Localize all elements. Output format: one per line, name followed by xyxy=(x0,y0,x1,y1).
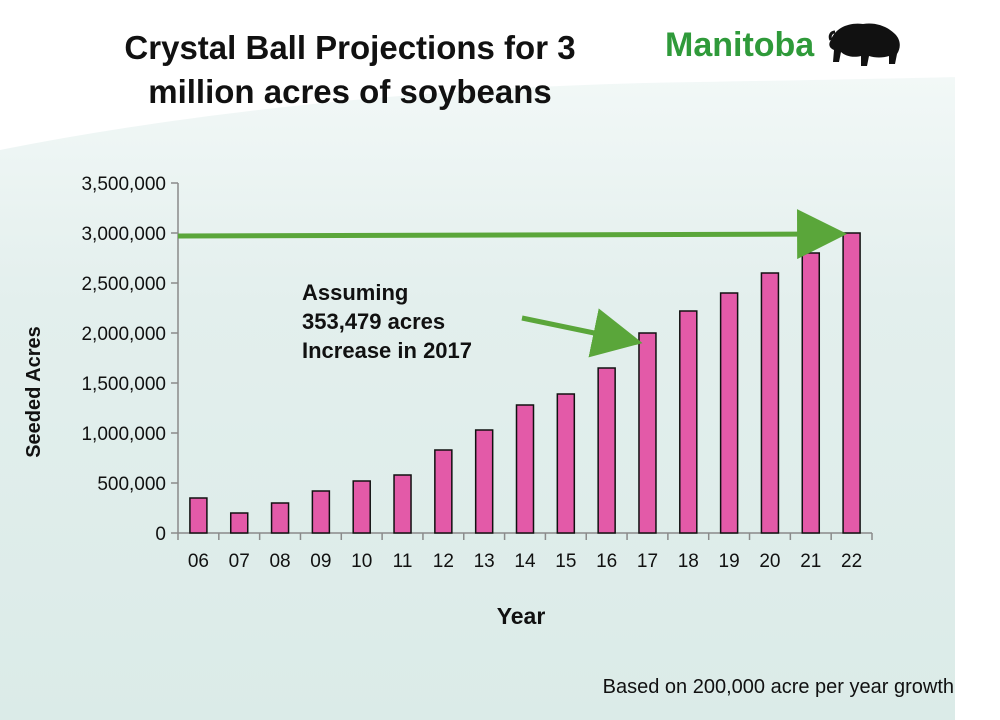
x-tick-label: 18 xyxy=(678,551,699,572)
y-tick-label: 2,000,000 xyxy=(81,324,166,345)
x-tick-label: 20 xyxy=(759,551,780,572)
target-arrow xyxy=(177,209,848,260)
bar-12 xyxy=(434,449,453,534)
x-tick-label: 07 xyxy=(229,551,250,572)
y-axis-title: Seeded Acres xyxy=(23,326,45,458)
y-tick-label: 1,500,000 xyxy=(81,374,166,395)
x-tick-label: 13 xyxy=(474,551,495,572)
x-axis-title: Year xyxy=(497,603,546,629)
bar-20 xyxy=(760,272,780,534)
bar-14 xyxy=(515,404,535,534)
footnote: Based on 200,000 acre per year growth xyxy=(602,676,954,698)
annotation-arrow xyxy=(521,308,643,358)
bar-22 xyxy=(842,232,861,534)
chart-title-line2: million acres of soybeans xyxy=(148,73,552,110)
bar-18 xyxy=(679,310,698,534)
bar-16 xyxy=(597,367,616,534)
chart-title: Crystal Ball Projections for 3 million a… xyxy=(50,26,650,114)
x-tick-label: 12 xyxy=(433,551,454,572)
x-tick-label: 16 xyxy=(596,551,617,572)
annotation-line2: 353,479 acres xyxy=(302,309,446,334)
bar-21 xyxy=(801,252,821,534)
x-tick-label: 06 xyxy=(188,551,209,572)
logo-text: Manitoba xyxy=(665,26,815,64)
bar-19 xyxy=(719,292,739,534)
x-tick-label: 21 xyxy=(800,551,821,572)
bison-icon xyxy=(828,23,900,66)
bar-17 xyxy=(638,332,657,534)
x-tick-label: 17 xyxy=(637,551,658,572)
bar-15 xyxy=(556,393,576,534)
y-tick-label: 3,000,000 xyxy=(81,224,166,245)
x-tick-label: 09 xyxy=(310,551,331,572)
x-tick-label: 15 xyxy=(555,551,576,572)
x-tick-label: 22 xyxy=(841,551,862,572)
y-tick-label: 0 xyxy=(155,524,166,545)
bar-13 xyxy=(474,429,494,534)
x-tick-label: 10 xyxy=(351,551,372,572)
x-tick-label: 11 xyxy=(393,551,413,572)
bar-11 xyxy=(393,474,412,534)
annotation-text: Assuming 353,479 acres Increase in 2017 xyxy=(302,278,542,365)
x-tick-label: 14 xyxy=(514,551,536,572)
x-tick-label: 08 xyxy=(269,551,290,572)
chart-title-line1: Crystal Ball Projections for 3 xyxy=(124,29,576,66)
bar-06 xyxy=(189,497,208,534)
annotation-line3: Increase in 2017 xyxy=(302,338,473,363)
bar-09 xyxy=(311,490,331,534)
y-tick-label: 500,000 xyxy=(97,474,166,495)
annotation-line1: Assuming xyxy=(302,280,409,305)
bar-07 xyxy=(229,512,249,534)
y-tick-label: 1,000,000 xyxy=(81,424,166,445)
x-tick-label: 19 xyxy=(719,551,740,572)
y-tick-label: 3,500,000 xyxy=(81,174,166,195)
manitoba-logo: Manitoba xyxy=(665,20,905,76)
bar-10 xyxy=(352,480,371,534)
bar-08 xyxy=(270,502,290,534)
y-tick-label: 2,500,000 xyxy=(81,274,166,295)
